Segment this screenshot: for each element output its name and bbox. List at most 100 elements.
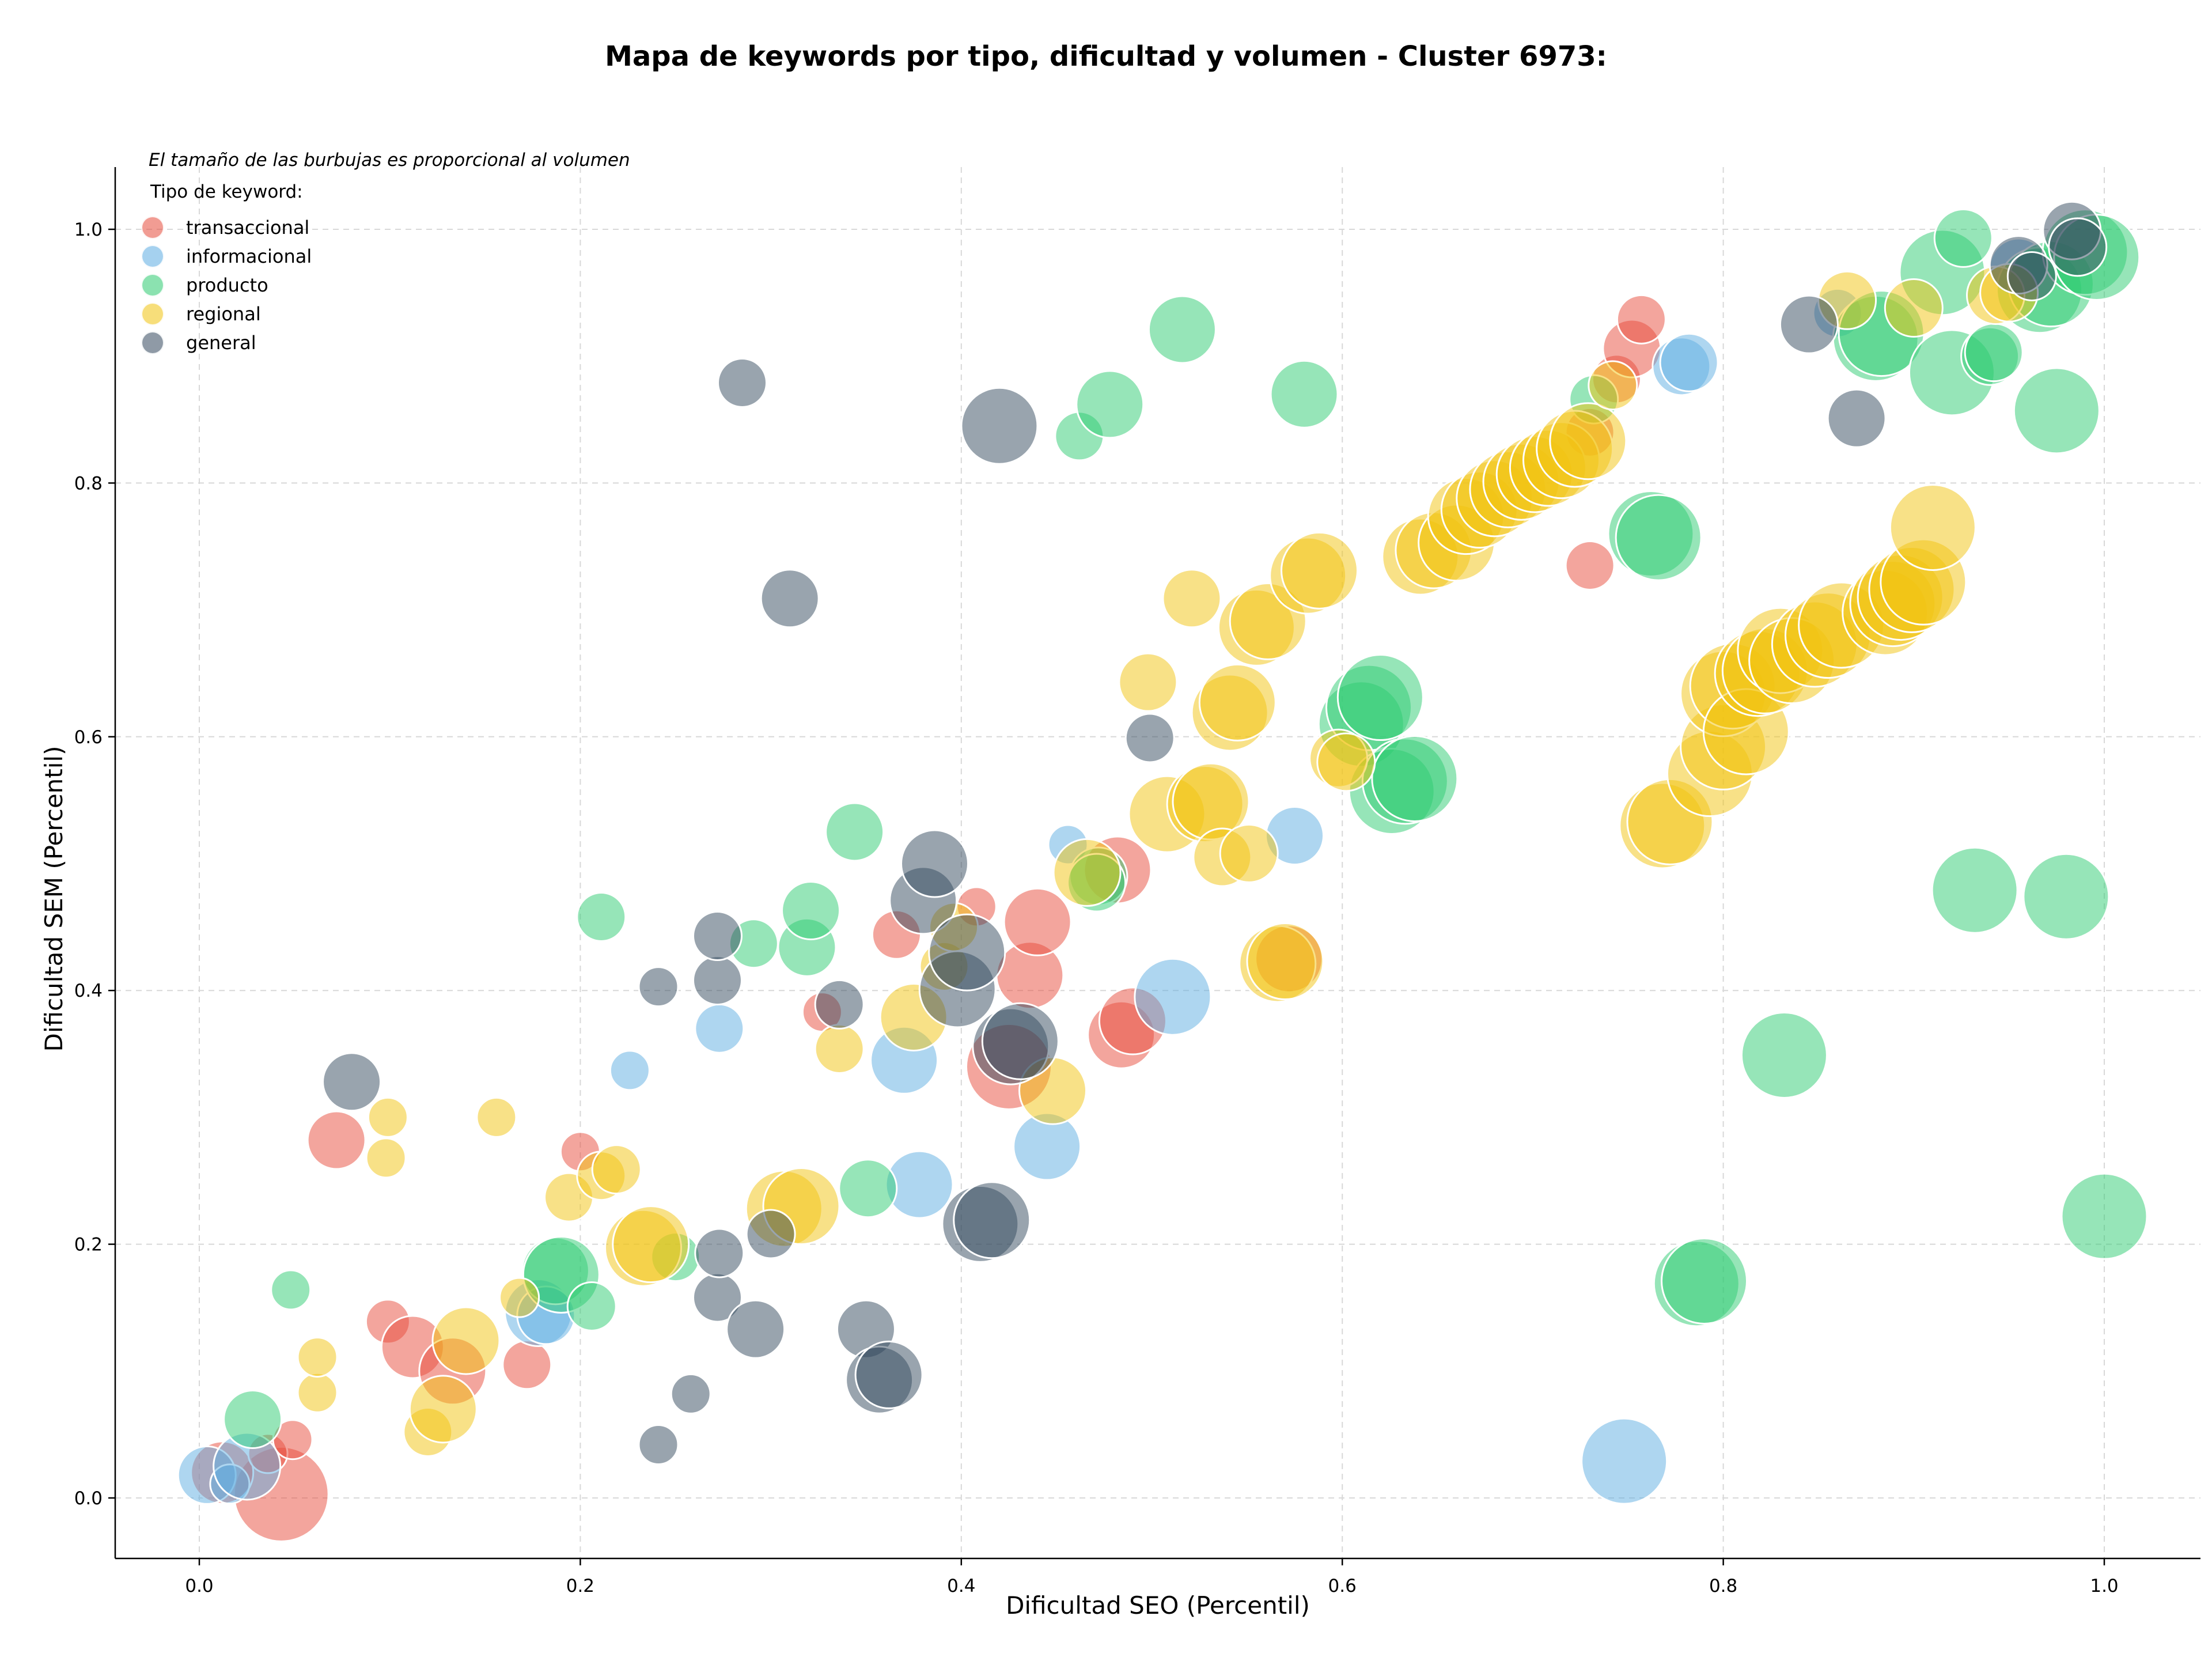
legend-swatch — [141, 216, 164, 239]
data-point-transaccional — [1616, 294, 1666, 345]
y-tick-label: 1.0 — [74, 220, 103, 240]
data-point-regional — [1219, 823, 1279, 883]
data-point-producto — [1933, 208, 1993, 268]
size-note: El tamaño de las burbujas es proporciona… — [149, 150, 630, 171]
data-point-general — [322, 1052, 382, 1112]
data-point-general — [760, 569, 820, 629]
data-point-general — [900, 829, 969, 898]
data-point-general — [1124, 713, 1175, 763]
data-point-regional — [408, 1375, 478, 1444]
data-point-regional — [1118, 652, 1178, 712]
y-tick-label: 0.0 — [74, 1488, 103, 1509]
data-point-transaccional — [1003, 887, 1072, 956]
data-point-general — [638, 966, 679, 1008]
data-point-general — [814, 979, 865, 1030]
data-point-general — [2006, 251, 2057, 301]
data-point-regional — [591, 1144, 642, 1195]
data-point-general — [953, 1181, 1031, 1259]
data-point-regional — [476, 1096, 517, 1138]
data-point-general — [854, 1340, 923, 1409]
data-point-regional — [367, 1096, 408, 1138]
data-point-producto — [1371, 735, 1459, 822]
data-point-producto — [1075, 370, 1145, 439]
data-point-regional — [499, 1277, 540, 1318]
data-point-regional — [1281, 531, 1359, 610]
data-point-producto — [1661, 1237, 1748, 1325]
data-point-regional — [1549, 402, 1627, 480]
chart-title: Mapa de keywords por tipo, dificultad y … — [605, 40, 1607, 73]
data-point-general — [694, 1228, 745, 1278]
data-point-regional — [612, 1205, 690, 1284]
data-point-regional — [1884, 278, 1944, 338]
data-point-producto — [1931, 846, 2018, 934]
x-tick-label: 0.6 — [1328, 1576, 1357, 1596]
data-point-transaccional — [502, 1340, 552, 1390]
data-point-informacional — [1659, 332, 1719, 392]
data-point-informacional — [1581, 1417, 1668, 1505]
x-tick-label: 0.2 — [566, 1576, 594, 1596]
data-point-producto — [270, 1269, 312, 1311]
data-point-producto — [223, 1389, 283, 1449]
data-point-regional — [297, 1372, 338, 1413]
data-point-producto — [566, 1281, 617, 1331]
data-point-general — [960, 387, 1039, 465]
x-tick-label: 1.0 — [2090, 1576, 2118, 1596]
legend-title: Tipo de keyword: — [150, 181, 303, 202]
data-point-regional — [1588, 360, 1638, 411]
data-point-general — [745, 1209, 796, 1259]
data-point-producto — [825, 802, 885, 862]
data-point-transaccional — [1565, 540, 1615, 591]
data-point-producto — [1336, 654, 1424, 741]
x-tick-label: 0.0 — [185, 1576, 213, 1596]
legend-label: producto — [186, 274, 268, 296]
data-point-transaccional — [306, 1110, 366, 1170]
data-point-informacional — [694, 1003, 745, 1054]
data-point-regional — [1246, 922, 1324, 1001]
legend-label: transaccional — [186, 217, 310, 239]
data-point-general — [2048, 217, 2108, 277]
data-point-producto — [1270, 360, 1339, 429]
data-point-regional — [365, 1137, 407, 1179]
data-point-regional — [1198, 663, 1277, 741]
y-tick-label: 0.2 — [74, 1235, 103, 1255]
data-point-producto — [1964, 323, 2024, 383]
data-point-general — [1827, 388, 1887, 448]
data-point-regional — [1052, 838, 1122, 907]
data-point-general — [717, 357, 767, 408]
data-point-regional — [297, 1337, 338, 1378]
data-point-general — [692, 911, 743, 962]
data-point-regional — [1162, 569, 1222, 629]
data-point-producto — [1147, 295, 1217, 364]
data-point-producto — [781, 880, 841, 940]
y-tick-label: 0.6 — [74, 727, 103, 748]
data-point-general — [670, 1373, 711, 1414]
data-point-informacional — [609, 1050, 650, 1091]
data-point-general — [692, 955, 743, 1006]
data-point-regional — [1316, 732, 1376, 792]
legend-swatch — [141, 274, 164, 297]
legend-label: general — [186, 332, 256, 354]
data-point-informacional — [1134, 958, 1212, 1036]
x-tick-label: 0.8 — [1709, 1576, 1737, 1596]
legend-swatch — [141, 245, 164, 268]
data-point-producto — [2061, 1172, 2148, 1260]
data-point-regional — [431, 1306, 501, 1375]
data-point-producto — [2022, 853, 2110, 940]
data-point-general — [981, 1002, 1059, 1080]
data-point-producto — [1740, 1012, 1828, 1099]
data-point-producto — [1615, 494, 1702, 581]
data-point-regional — [1889, 483, 1976, 571]
legend-swatch — [141, 331, 164, 354]
legend-label: regional — [186, 303, 261, 325]
x-tick-label: 0.4 — [947, 1576, 975, 1596]
y-axis-label: Dificultad SEM (Percentil) — [40, 746, 68, 1052]
data-point-general — [726, 1299, 786, 1359]
data-point-producto — [2013, 367, 2100, 455]
y-tick-label: 0.4 — [74, 981, 103, 1001]
legend-swatch — [141, 302, 164, 326]
legend-label: informacional — [186, 245, 312, 267]
data-point-general — [928, 913, 1006, 992]
data-point-regional — [814, 1023, 865, 1074]
